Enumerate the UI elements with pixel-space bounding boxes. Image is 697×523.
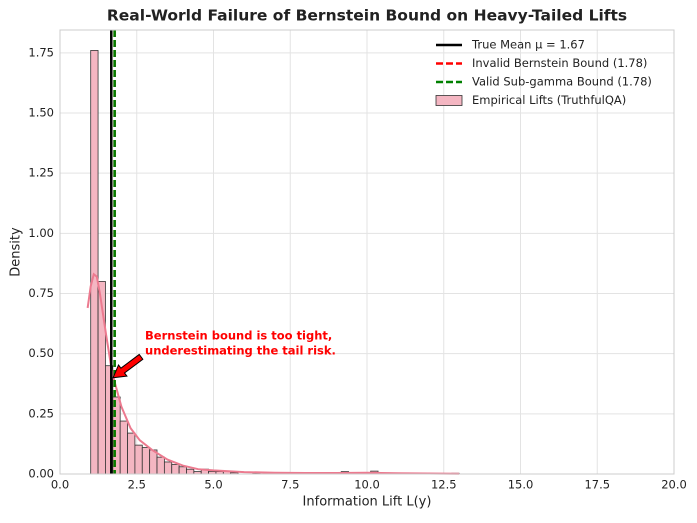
x-tick-label: 2.5 xyxy=(128,478,146,492)
y-tick-label: 0.75 xyxy=(28,286,54,300)
legend-handle xyxy=(435,95,463,106)
histogram-bar xyxy=(141,447,151,475)
histogram-bar xyxy=(171,463,180,475)
y-tick-label: 0.00 xyxy=(28,467,54,481)
kde-line xyxy=(86,272,460,475)
x-tick-label: 12.5 xyxy=(431,478,457,492)
legend-label: Empirical Lifts (TruthfulQA) xyxy=(472,93,626,107)
chart-title: Real-World Failure of Bernstein Bound on… xyxy=(107,7,627,25)
histogram-bar xyxy=(127,432,136,475)
x-axis-label: Information Lift L(y) xyxy=(303,495,432,510)
histogram-bar xyxy=(178,466,187,475)
x-tick-label: 10.0 xyxy=(354,478,380,492)
y-tick-label: 1.75 xyxy=(28,45,54,59)
annotation-arrow xyxy=(112,353,144,379)
histogram-bar xyxy=(119,420,128,475)
legend-label: True Mean μ = 1.67 xyxy=(471,38,585,52)
y-tick-label: 1.50 xyxy=(28,106,54,120)
histogram-bar xyxy=(156,456,165,475)
x-tick-label: 7.5 xyxy=(281,478,299,492)
y-tick-label: 1.00 xyxy=(28,226,54,240)
histogram-bar xyxy=(149,449,158,475)
histogram-bar xyxy=(186,468,195,475)
x-tick-label: 0.0 xyxy=(51,478,69,492)
y-axis-label: Density xyxy=(9,227,24,277)
legend-label: Valid Sub-gamma Bound (1.78) xyxy=(472,75,652,89)
y-tick-label: 0.50 xyxy=(28,346,54,360)
y-tick-label: 0.25 xyxy=(28,406,54,420)
legend-label: Invalid Bernstein Bound (1.78) xyxy=(472,56,647,70)
plot-frame xyxy=(59,29,675,475)
annotation-text: Bernstein bound is too tight, xyxy=(145,328,332,342)
annotation-text: underestimating the tail risk. xyxy=(145,343,336,357)
histogram-bar xyxy=(163,461,173,475)
y-tick-label: 1.25 xyxy=(28,166,54,180)
x-tick-label: 20.0 xyxy=(661,478,687,492)
x-tick-label: 5.0 xyxy=(204,478,222,492)
x-tick-label: 17.5 xyxy=(584,478,610,492)
histogram-bar xyxy=(90,50,99,475)
x-tick-label: 15.0 xyxy=(508,478,534,492)
histogram-bar xyxy=(134,444,143,475)
